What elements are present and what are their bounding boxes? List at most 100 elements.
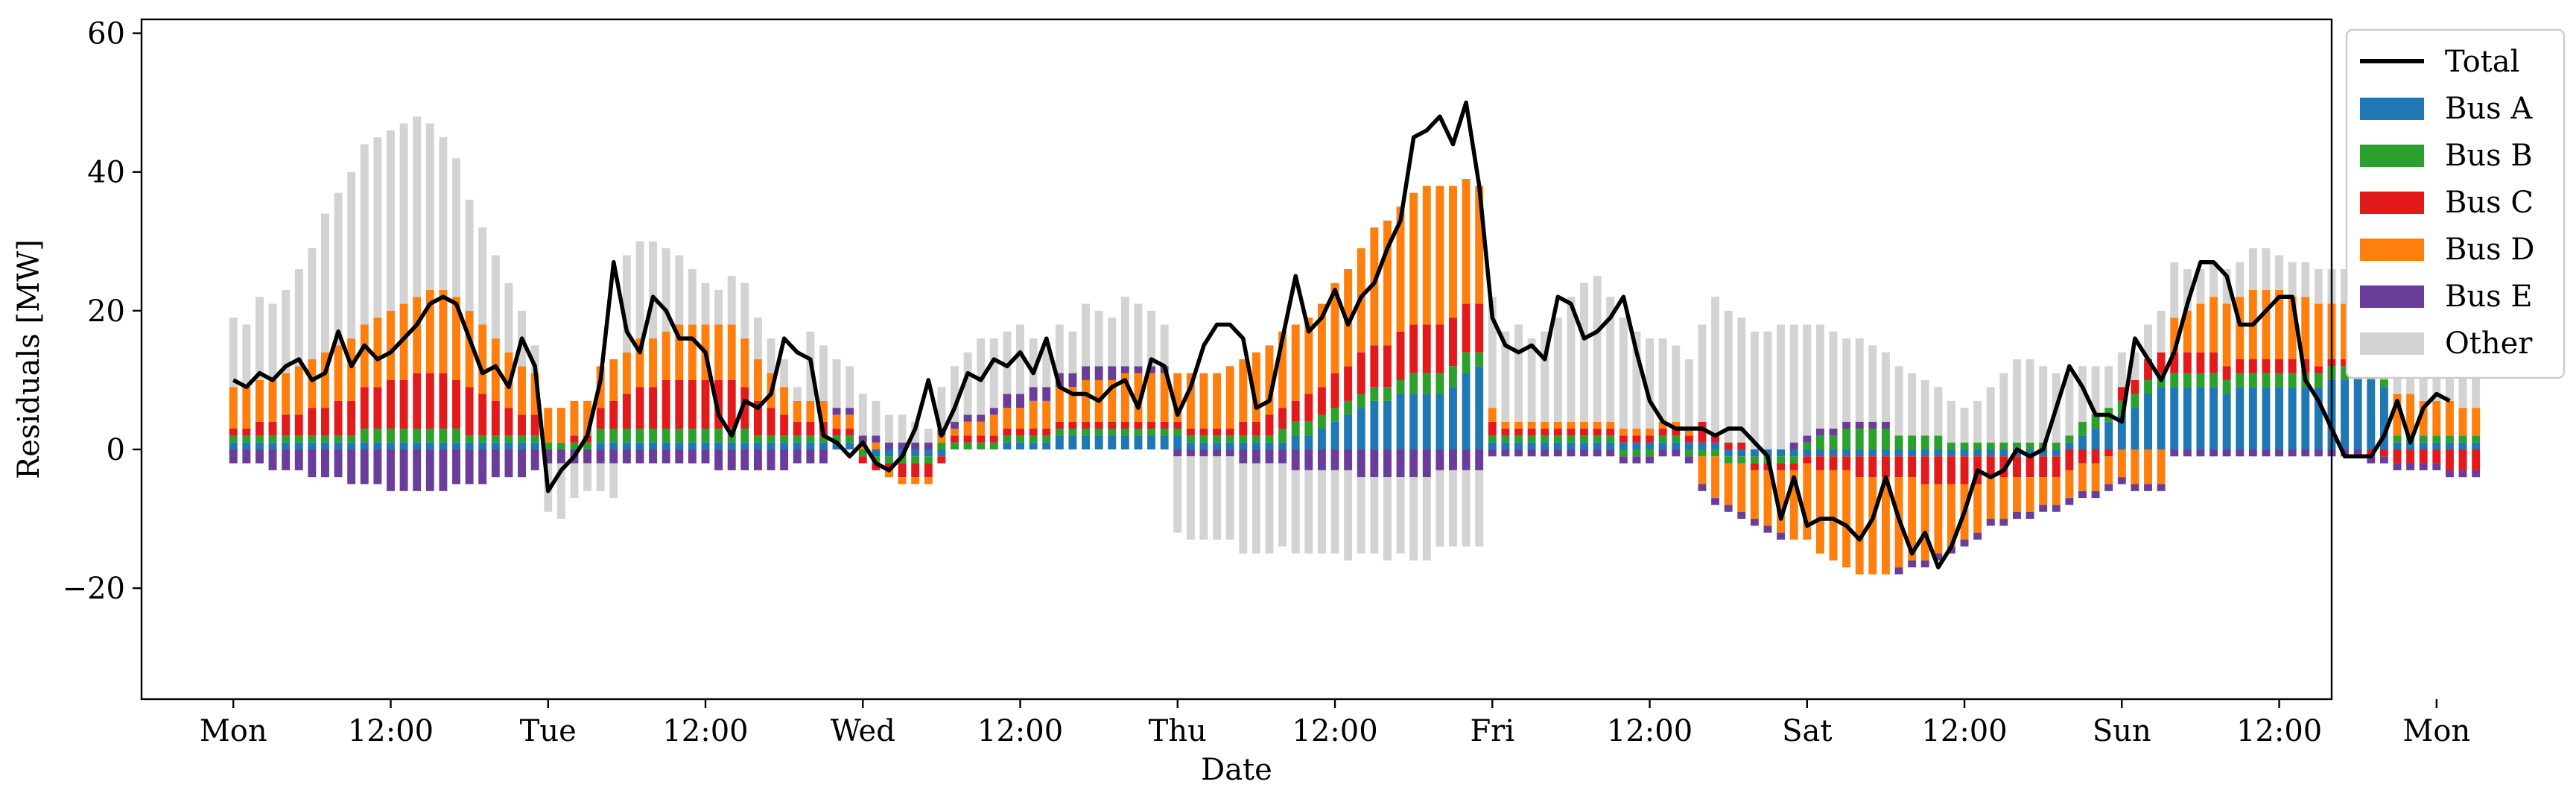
bar-bus-c: [2131, 379, 2139, 394]
bar-bus-c: [373, 387, 382, 429]
bar-bus-a: [2236, 387, 2245, 449]
bar-bus-d: [1344, 269, 1353, 367]
bar-bus-b: [1134, 429, 1143, 436]
bar-other: [1619, 318, 1628, 429]
bar-bus-e: [1042, 387, 1051, 401]
bar-other: [609, 463, 618, 499]
bar-bus-e: [1606, 449, 1615, 457]
bar-bus-c: [2209, 352, 2218, 373]
x-tick-label: Mon: [2402, 714, 2470, 748]
bar-bus-e: [1514, 449, 1523, 457]
bar-other: [1672, 345, 1681, 422]
bar-other: [1265, 463, 1274, 554]
bar-bus-a: [1409, 394, 1418, 449]
bar-bus-c: [1449, 318, 1457, 367]
bar-bus-c: [1501, 429, 1510, 436]
bar-bus-d: [1934, 484, 1943, 554]
bar-bus-a: [1160, 435, 1169, 449]
bar-bus-c: [1737, 442, 1746, 449]
bar-bus-d: [924, 477, 933, 484]
bar-bus-c: [2052, 456, 2061, 478]
bar-bus-b: [1619, 449, 1628, 457]
bar-bus-b: [1868, 429, 1877, 449]
bar-bus-c: [2301, 359, 2310, 373]
bar-other: [321, 213, 329, 353]
bar-bus-a: [1527, 442, 1536, 449]
bar-bus-a: [1908, 449, 1917, 457]
bar-bus-a: [1999, 449, 2008, 457]
bar-bus-b: [2432, 435, 2441, 443]
bar-bus-d: [1213, 373, 1222, 429]
bar-bus-e: [518, 449, 526, 478]
bar-other: [2406, 366, 2415, 394]
bar-bus-e: [1986, 519, 1995, 526]
bar-bus-a: [282, 442, 291, 449]
bar-bus-d: [334, 345, 343, 401]
bar-other: [1658, 338, 1667, 422]
x-tick-label: Tue: [520, 714, 577, 748]
bar-bus-a: [1239, 442, 1248, 449]
bar-bus-a: [1973, 449, 1982, 457]
bar-bus-e: [334, 449, 343, 478]
bar-bus-e: [1225, 449, 1234, 457]
bar-bus-a: [1541, 442, 1549, 449]
bar-bus-b: [1199, 435, 1208, 443]
bar-bus-e: [308, 449, 317, 478]
bar-bus-a: [518, 442, 526, 449]
bar-other: [1016, 324, 1024, 394]
y-tick-label: 60: [87, 17, 125, 51]
bar-bus-b: [1173, 429, 1182, 436]
bar-other: [1383, 477, 1392, 561]
bar-bus-d: [1396, 206, 1405, 332]
bar-bus-d: [1330, 282, 1339, 373]
bar-other: [1501, 331, 1510, 422]
bar-bus-b: [1593, 435, 1602, 443]
bar-bus-b: [1449, 366, 1457, 388]
bar-bus-b: [452, 429, 460, 443]
bar-other: [1527, 338, 1536, 422]
legend-label-bus-d: Bus D: [2445, 233, 2534, 267]
bar-bus-e: [452, 449, 460, 484]
bar-bus-c: [413, 373, 422, 429]
bar-bus-b: [1815, 435, 1824, 449]
bar-bus-a: [1370, 400, 1379, 449]
bar-bus-e: [1409, 449, 1418, 478]
bar-bus-a: [2314, 387, 2323, 449]
bar-bus-a: [1016, 442, 1024, 449]
bar-bus-c: [2393, 449, 2402, 464]
bar-bus-e: [2170, 449, 2179, 457]
bar-bus-c: [1251, 421, 1260, 436]
bar-bus-b: [596, 429, 605, 443]
bar-bus-e: [2183, 449, 2192, 457]
bar-bus-d: [649, 338, 658, 388]
bar-bus-b: [2341, 366, 2350, 380]
bar-other: [1449, 470, 1457, 547]
bar-bus-e: [1646, 456, 1654, 464]
bar-bus-d: [556, 408, 565, 443]
bar-bus-c: [1619, 435, 1628, 443]
bar-bus-e: [740, 449, 749, 470]
bar-other: [1317, 470, 1326, 554]
bar-bus-e: [1475, 449, 1484, 470]
bar-bus-d: [2196, 303, 2205, 353]
bar-bus-b: [1068, 429, 1077, 436]
bar-bus-e: [1134, 366, 1143, 373]
bar-bus-c: [1291, 400, 1300, 422]
bar-bus-b: [1750, 456, 1759, 464]
bar-bus-b: [1803, 442, 1812, 449]
legend-label-total: Total: [2445, 45, 2519, 79]
bar-bus-d: [1251, 352, 1260, 422]
bar-other: [1868, 345, 1877, 422]
bar-bus-e: [2406, 463, 2415, 470]
bar-other: [268, 303, 277, 380]
bar-bus-d: [2222, 303, 2231, 367]
bar-bus-a: [2379, 387, 2388, 449]
bar-bus-b: [1094, 429, 1103, 436]
bar-bus-e: [1908, 560, 1917, 568]
bar-other: [596, 463, 605, 491]
bar-bus-e: [793, 449, 802, 464]
bar-bus-b: [1016, 435, 1024, 443]
bar-bus-e: [1698, 484, 1707, 491]
bar-bus-b: [1213, 435, 1222, 443]
bar-bus-a: [1173, 435, 1182, 449]
